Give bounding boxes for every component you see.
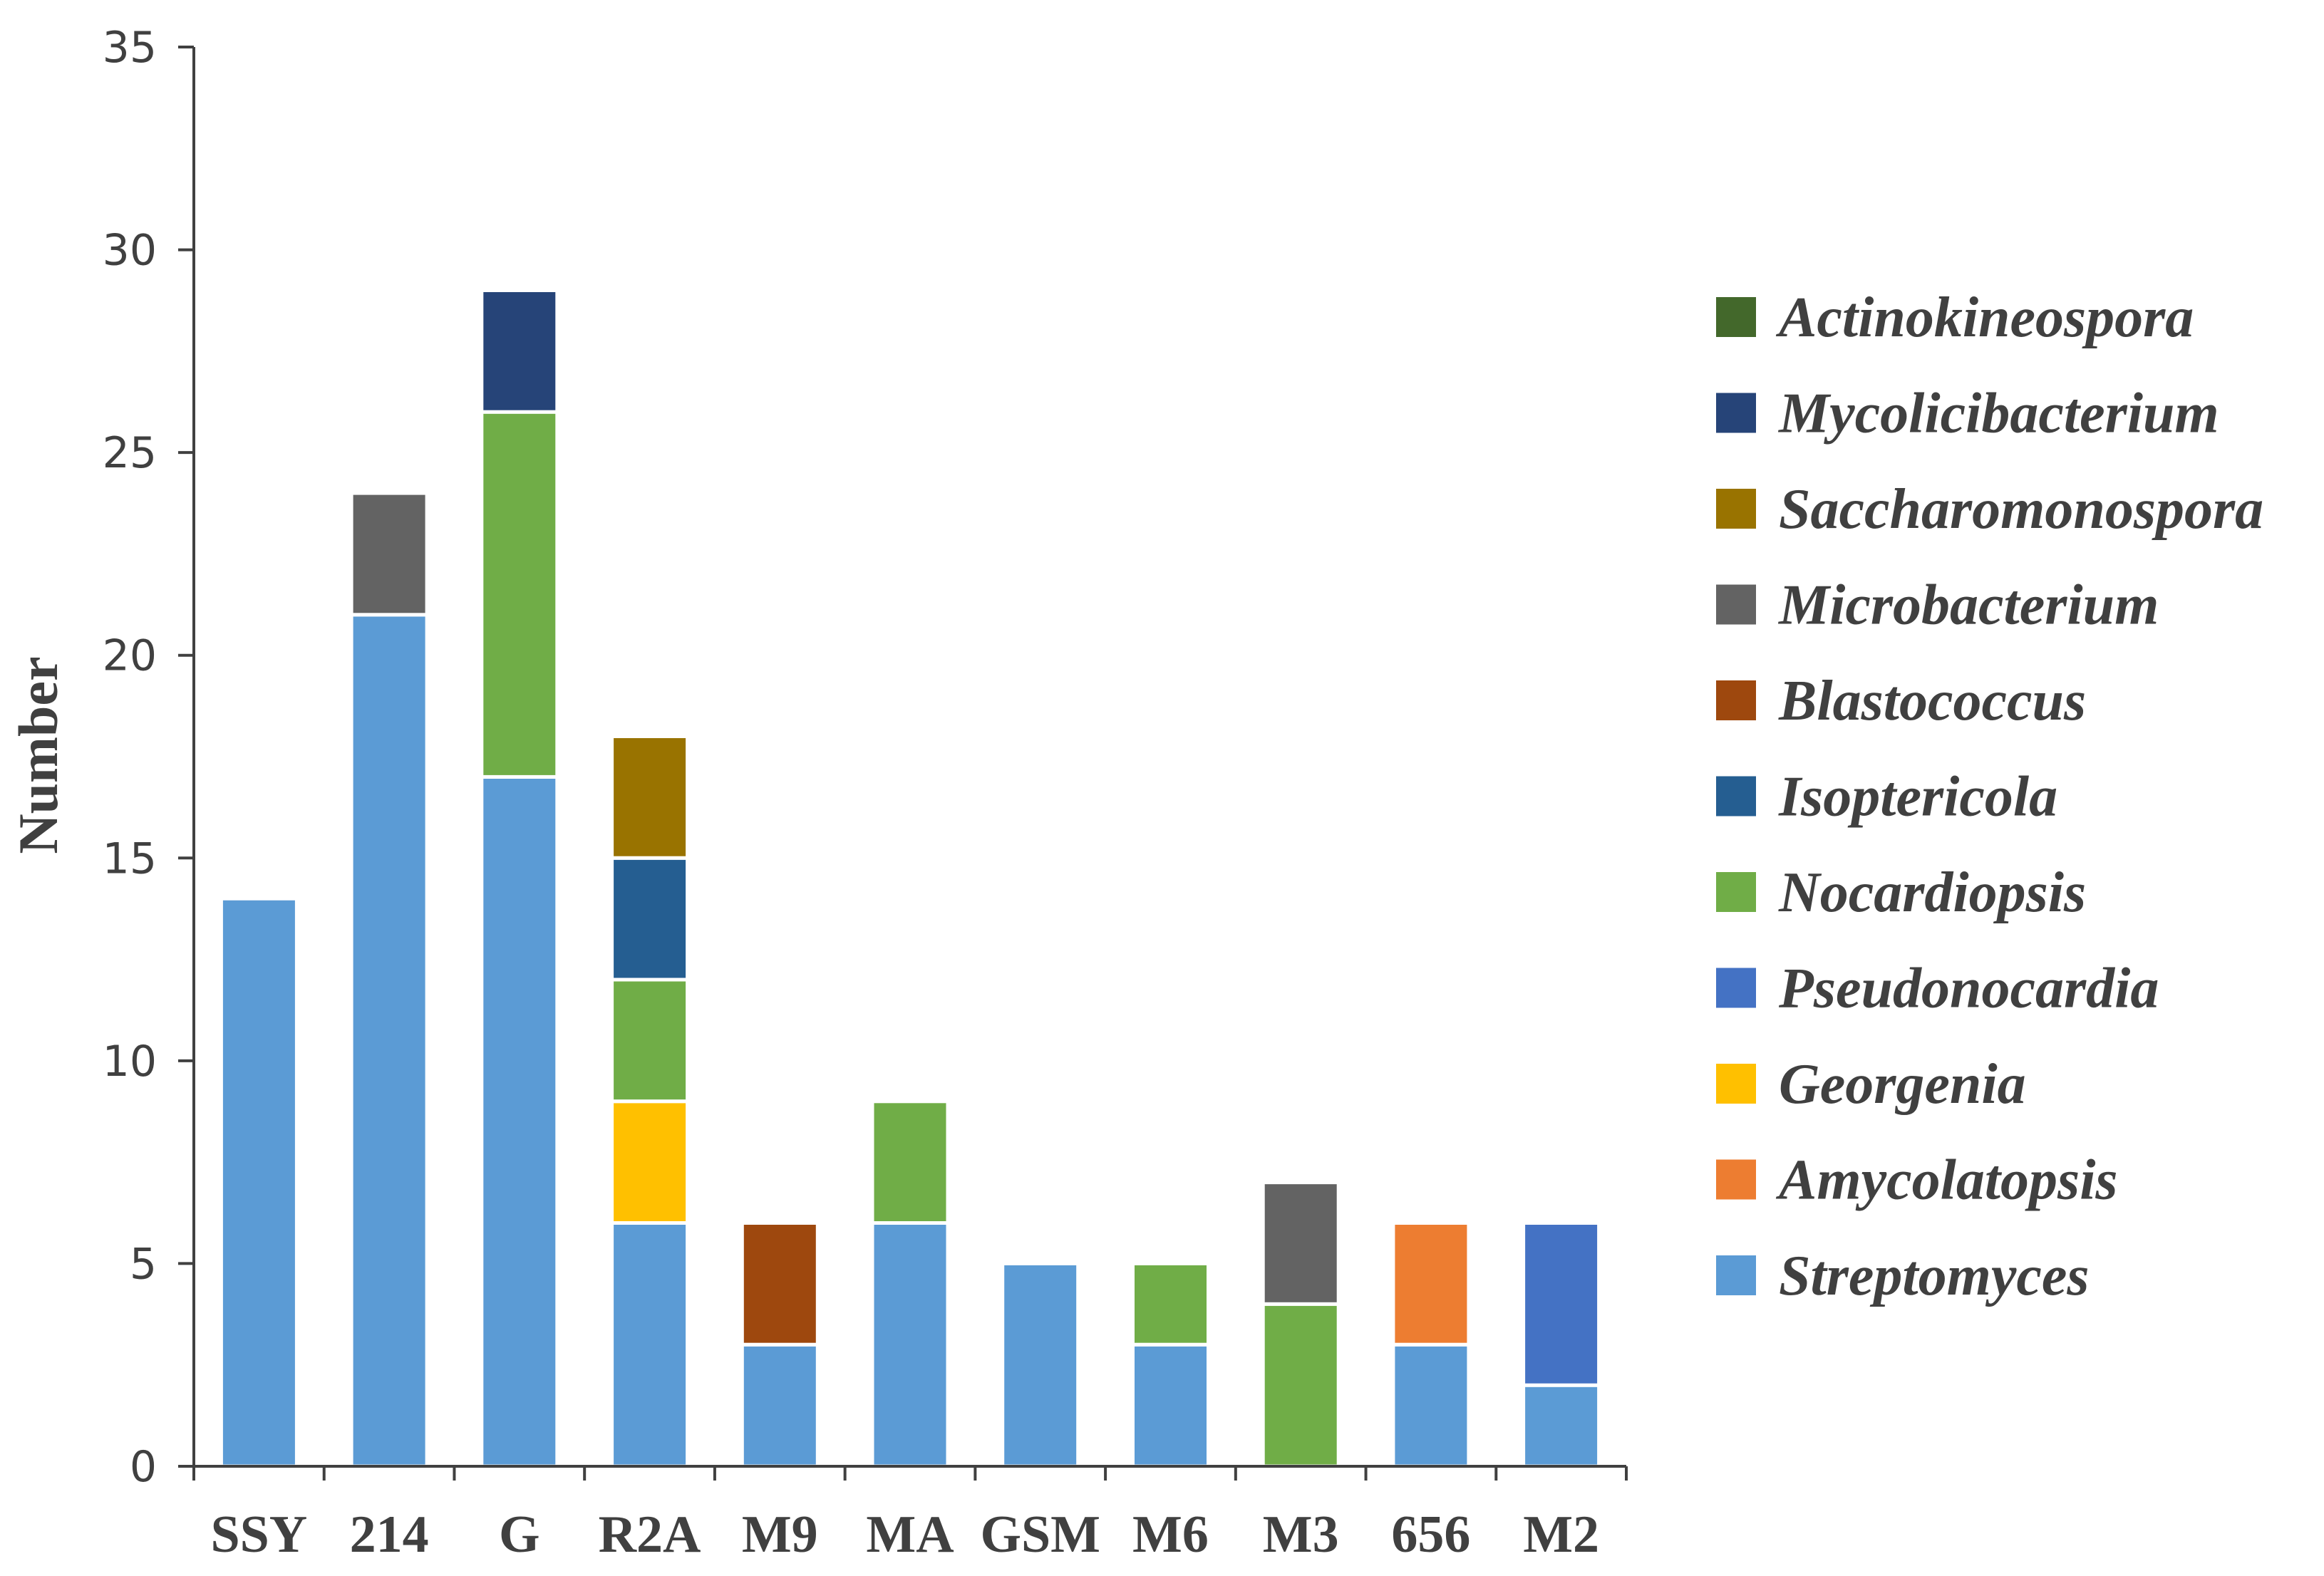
legend-label: Pseudonocardia [1778,958,2159,1020]
bar-G-mycolicibacterium [480,289,559,414]
bar-SSY-streptomyces [219,896,299,1468]
legend-label: Isoptericola [1778,766,2057,829]
legend-label: Georgenia [1779,1053,2026,1116]
legend-swatch [1716,680,1756,720]
legend-swatch [1716,776,1756,816]
legend-swatch [1716,393,1756,433]
bar-M9-blastococcus [740,1221,820,1347]
legend-label: Nocardiopsis [1778,861,2086,924]
bar-M2-streptomyces [1522,1383,1601,1468]
legend-swatch [1716,1255,1756,1295]
legend-label: Amycolatopsis [1775,1149,2118,1212]
legend-label: Saccharomonospora [1779,478,2263,541]
y-tick-label: 10 [103,1037,157,1087]
y-tick-label: 0 [130,1442,157,1492]
bar-G-streptomyces [480,775,559,1468]
legend-label: Blastococcus [1778,670,2086,732]
x-tick-label: M9 [742,1505,818,1564]
bars-group [219,289,1601,1468]
y-tick-label: 30 [103,226,157,276]
bar-GSM-streptomyces [1001,1261,1080,1468]
bar-214-streptomyces [349,613,429,1468]
legend-swatch [1716,297,1756,337]
bar-R2A-saccharomonospora [610,735,690,860]
legend-swatch [1716,489,1756,529]
bar-R2A-nocardiopsis [610,978,690,1104]
bar-R2A-georgenia [610,1099,690,1225]
bar-214-microbacterium [349,491,429,617]
legend-label: Microbacterium [1777,574,2159,637]
bar-M3-microbacterium [1261,1181,1341,1306]
legend-swatch [1716,1159,1756,1200]
bar-MA-nocardiopsis [870,1099,950,1225]
legend-label: Actinokineospora [1775,286,2194,349]
x-tick-label: 214 [350,1505,429,1564]
y-tick-label: 15 [103,834,157,883]
x-tick-label: GSM [980,1505,1100,1564]
bar-R2A-isoptericola [610,856,690,982]
bar-M3-nocardiopsis [1261,1302,1341,1468]
bar-M2-pseudonocardia [1522,1221,1601,1387]
x-tick-label: 656 [1391,1505,1470,1564]
bar-656-streptomyces [1391,1342,1471,1468]
legend-swatch [1716,584,1756,625]
bar-MA-streptomyces [870,1221,950,1468]
legend-swatch [1716,968,1756,1008]
legend: Actinokineospora Mycolicibacterium Sacchar… [1716,286,2263,1307]
bar-M6-streptomyces [1131,1342,1210,1468]
x-tick-label: M6 [1132,1505,1209,1564]
x-tick-label: M3 [1263,1505,1339,1564]
y-tick-label: 5 [130,1239,157,1289]
bar-R2A-streptomyces [610,1221,690,1468]
bar-656-amycolatopsis [1391,1221,1471,1347]
y-tick-label: 25 [103,428,157,478]
bar-M9-streptomyces [740,1342,820,1468]
bar-G-nocardiopsis [480,410,559,779]
x-tick-label: R2A [599,1505,701,1564]
legend-swatch [1716,872,1756,912]
legend-label: Streptomyces [1779,1245,2089,1307]
y-tick-label: 20 [103,631,157,681]
axes-group: 0 5 10 15 20 25 30 35 SSY 214 G R2A M9 MA GSM M6 M3 656 M2 [103,23,1628,1564]
x-tick-label: M2 [1523,1505,1599,1564]
y-tick-label: 35 [103,23,157,73]
legend-swatch [1716,1064,1756,1104]
x-tick-label: G [499,1505,540,1564]
y-axis-title: Number [7,656,69,854]
x-tick-label: SSY [210,1505,307,1564]
x-tick-label: MA [866,1505,954,1564]
bar-M6-nocardiopsis [1131,1261,1210,1347]
legend-label: Mycolicibacterium [1777,383,2219,445]
